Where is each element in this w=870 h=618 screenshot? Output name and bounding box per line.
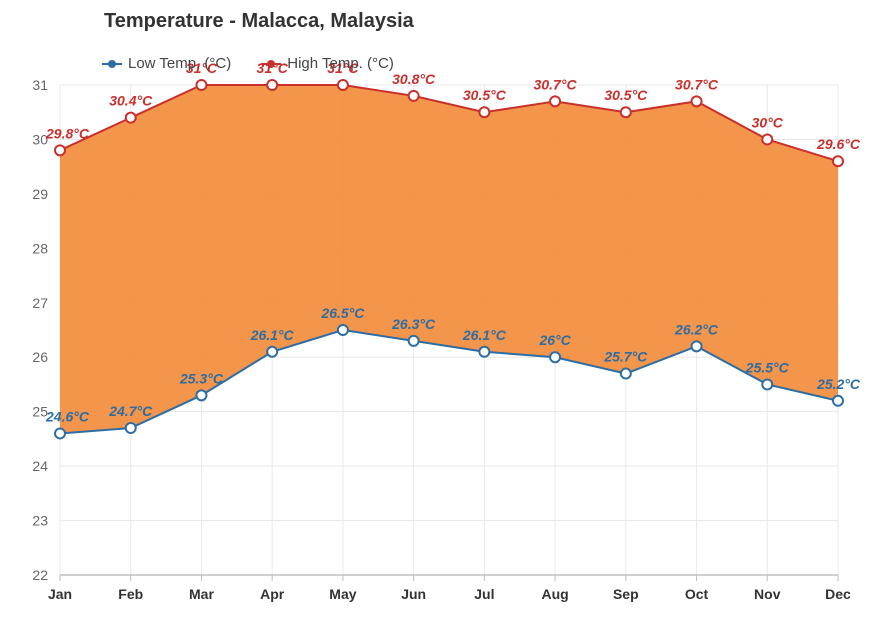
data-point xyxy=(409,336,419,346)
data-point xyxy=(692,96,702,106)
data-point xyxy=(762,379,772,389)
data-label: 26.5°C xyxy=(320,305,365,321)
data-label: 30.8°C xyxy=(392,71,436,87)
data-label: 24.7°C xyxy=(108,403,153,419)
x-tick-label: Sep xyxy=(613,586,639,602)
data-point xyxy=(267,347,277,357)
area-fill xyxy=(60,85,838,433)
x-tick-label: Jun xyxy=(401,586,426,602)
data-label: 30.5°C xyxy=(463,87,507,103)
data-label: 24.6°C xyxy=(45,408,90,424)
data-point xyxy=(550,96,560,106)
data-point xyxy=(479,107,489,117)
data-point xyxy=(267,80,277,90)
data-point xyxy=(196,80,206,90)
data-point xyxy=(196,390,206,400)
legend-label-high: High Temp. (°C) xyxy=(287,55,394,72)
data-label: 26°C xyxy=(538,332,571,348)
legend-label-low: Low Temp. (°C) xyxy=(128,55,231,72)
data-label: 29.8°C xyxy=(45,125,90,141)
data-point xyxy=(338,80,348,90)
chart-title: Temperature - Malacca, Malaysia xyxy=(104,10,414,33)
legend-item-high: High Temp. (°C) xyxy=(261,55,394,72)
x-tick-label: Apr xyxy=(260,586,285,602)
data-point xyxy=(692,341,702,351)
data-label: 30.5°C xyxy=(604,87,648,103)
x-tick-label: Feb xyxy=(118,586,143,602)
x-tick-label: Oct xyxy=(685,586,709,602)
data-label: 30.7°C xyxy=(675,76,719,92)
x-tick-label: Jan xyxy=(48,586,72,602)
data-label: 26.1°C xyxy=(250,327,295,343)
x-tick-label: Dec xyxy=(825,586,851,602)
y-tick-label: 29 xyxy=(32,186,48,202)
data-point xyxy=(55,428,65,438)
data-point xyxy=(126,113,136,123)
data-label: 25.3°C xyxy=(179,370,224,386)
data-point xyxy=(833,396,843,406)
data-point xyxy=(621,369,631,379)
data-label: 26.3°C xyxy=(391,316,436,332)
y-tick-label: 26 xyxy=(32,349,48,365)
data-point xyxy=(479,347,489,357)
data-label: 26.1°C xyxy=(462,327,507,343)
data-label: 30.7°C xyxy=(534,76,578,92)
data-point xyxy=(409,91,419,101)
chart-legend: Low Temp. (°C) High Temp. (°C) xyxy=(102,55,394,72)
data-label: 25.2°C xyxy=(816,376,861,392)
chart-svg: 22232425262728293031JanFebMarAprMayJunJu… xyxy=(0,0,870,618)
data-point xyxy=(621,107,631,117)
x-tick-label: Nov xyxy=(754,586,781,602)
data-point xyxy=(550,352,560,362)
legend-swatch-low xyxy=(102,63,122,65)
data-label: 30°C xyxy=(752,114,784,130)
y-tick-label: 22 xyxy=(32,567,48,583)
y-tick-label: 24 xyxy=(32,458,48,474)
x-tick-label: May xyxy=(329,586,356,602)
legend-item-low: Low Temp. (°C) xyxy=(102,55,231,72)
y-tick-label: 23 xyxy=(32,513,48,529)
y-tick-label: 31 xyxy=(32,77,48,93)
data-label: 26.2°C xyxy=(674,321,719,337)
data-label: 29.6°C xyxy=(816,136,861,152)
legend-swatch-high xyxy=(261,63,281,65)
x-tick-label: Mar xyxy=(189,586,214,602)
data-label: 25.5°C xyxy=(745,359,790,375)
data-point xyxy=(55,145,65,155)
x-tick-label: Jul xyxy=(474,586,494,602)
y-tick-label: 27 xyxy=(32,295,48,311)
x-tick-label: Aug xyxy=(541,586,568,602)
data-point xyxy=(338,325,348,335)
data-label: 25.7°C xyxy=(603,349,648,365)
data-point xyxy=(126,423,136,433)
temperature-chart: Temperature - Malacca, Malaysia Low Temp… xyxy=(0,0,870,618)
data-label: 30.4°C xyxy=(109,93,153,109)
data-point xyxy=(833,156,843,166)
data-point xyxy=(762,134,772,144)
y-tick-label: 28 xyxy=(32,240,48,256)
